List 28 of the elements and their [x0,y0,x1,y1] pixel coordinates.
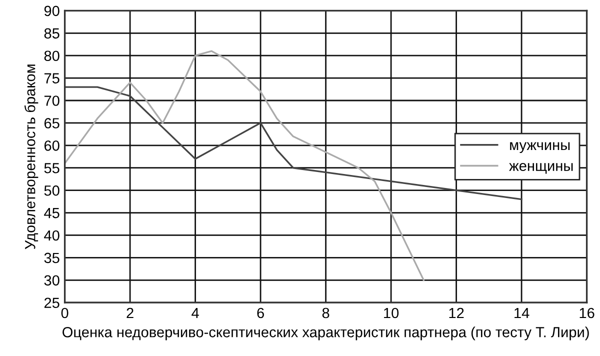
x-tick-label: 16 [580,308,594,318]
y-tick-label: 65 [44,118,60,128]
y-tick-label: 60 [44,140,60,151]
x-axis-title: Оценка недоверчиво-скептических характеристик партнера (по тесту Т. Лири) [62,326,589,340]
y-tick-label: 55 [44,163,60,174]
x-tick-label: 2 [126,308,134,318]
legend-label: мужчины [510,142,570,153]
y-tick-label: 40 [44,230,60,241]
y-tick-label: 85 [44,28,60,39]
y-axis-title: Удовлетворенность браком [24,64,38,250]
y-tick-label: 80 [44,50,60,62]
x-tick-label: 12 [449,308,464,318]
y-tick-label: 70 [44,96,60,106]
y-tick-label: 30 [44,275,60,286]
y-tick-label: 90 [44,6,60,16]
x-tick-label: 10 [384,308,399,318]
y-tick-label: 25 [44,298,60,308]
y-tick-label: 50 [44,185,60,196]
y-tick-label: 45 [44,208,60,218]
x-tick-label: 0 [61,308,68,318]
y-tick-label: 75 [44,73,60,84]
legend-label: женщины [509,163,573,174]
line-series [64,50,425,281]
x-tick-label: 8 [322,308,330,318]
x-tick-label: 4 [192,308,199,318]
x-tick-label: 6 [257,308,264,318]
x-tick-label: 14 [514,308,530,318]
y-tick-label: 35 [44,252,60,264]
